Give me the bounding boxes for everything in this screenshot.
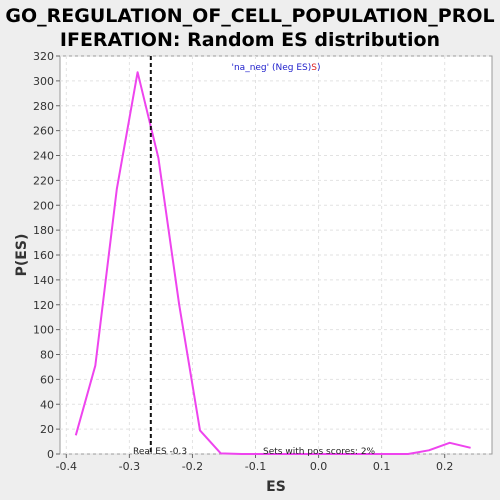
y-tick-label: 20 — [40, 423, 54, 436]
x-tick-label: -0.1 — [245, 460, 266, 473]
y-tick-label: 320 — [33, 50, 54, 63]
chart-title-line-2: IFERATION: Random ES distribution — [60, 29, 440, 51]
real-es-label: Real ES -0.3 — [133, 447, 187, 457]
y-axis-label: P(ES) — [14, 234, 30, 277]
y-tick-label: 0 — [47, 448, 54, 461]
x-axis-label: ES — [266, 479, 286, 495]
x-axis: -0.4 -0.3 -0.2 -0.1 0.0 0.1 0.2 — [56, 454, 454, 473]
pos-scores-label: Sets with pos scores: 2% — [263, 447, 376, 457]
chart-title-line-1: GO_REGULATION_OF_CELL_POPULATION_PROL — [5, 5, 494, 27]
x-tick-label: -0.3 — [119, 460, 140, 473]
y-tick-label: 100 — [33, 324, 54, 337]
y-tick-label: 220 — [33, 174, 54, 187]
y-tick-label: 300 — [33, 75, 54, 88]
y-tick-label: 160 — [33, 249, 54, 262]
legend-part-2: S — [311, 63, 317, 73]
x-tick-label: 0.0 — [310, 460, 328, 473]
y-tick-label: 200 — [33, 199, 54, 212]
y-tick-label: 280 — [33, 100, 54, 113]
x-tick-label: 0.2 — [436, 460, 454, 473]
y-tick-label: 180 — [33, 224, 54, 237]
y-tick-label: 240 — [33, 150, 54, 163]
y-tick-label: 140 — [33, 274, 54, 287]
y-tick-label: 80 — [40, 349, 54, 362]
series-layer — [74, 71, 471, 455]
y-tick-label: 120 — [33, 299, 54, 312]
x-tick-label: -0.2 — [182, 460, 203, 473]
legend-part-3: ) — [317, 63, 321, 73]
y-tick-label: 60 — [40, 373, 54, 386]
y-tick-label: 40 — [40, 398, 54, 411]
es-distribution-line — [74, 71, 471, 455]
legend-part-1: 'na_neg' (Neg ES) — [232, 63, 312, 73]
legend: 'na_neg' (Neg ES)S) — [232, 63, 321, 73]
x-tick-label: 0.1 — [373, 460, 391, 473]
y-axis: 0 20 40 60 80 100 120 140 160 180 200 220 240 260 280 3… — [33, 50, 60, 461]
x-tick-label: -0.4 — [56, 460, 77, 473]
y-tick-label: 260 — [33, 125, 54, 138]
grid-lines — [60, 55, 492, 455]
